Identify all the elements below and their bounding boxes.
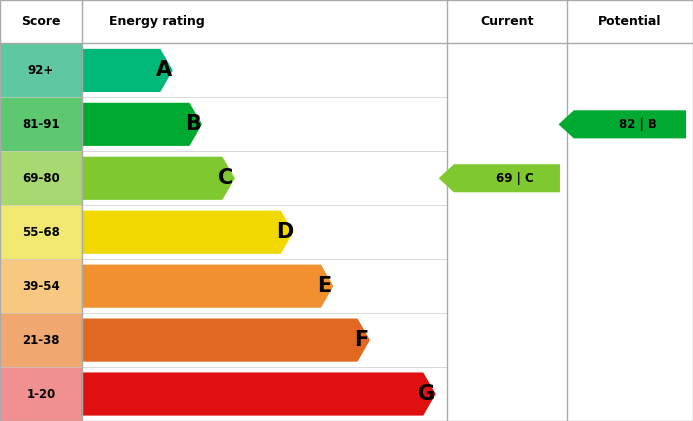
Text: Score: Score: [21, 15, 60, 28]
Text: C: C: [218, 168, 234, 188]
Text: Current: Current: [480, 15, 534, 28]
Bar: [0, 313, 82, 367]
Bar: [0, 0, 693, 43]
Bar: [0, 259, 82, 313]
Text: 92+: 92+: [28, 64, 54, 77]
Text: 69 | C: 69 | C: [495, 172, 534, 185]
Text: F: F: [354, 330, 368, 350]
Text: 69-80: 69-80: [22, 172, 60, 185]
Polygon shape: [559, 110, 686, 139]
Text: 55-68: 55-68: [22, 226, 60, 239]
Polygon shape: [439, 164, 560, 192]
Text: Potential: Potential: [598, 15, 662, 28]
Text: G: G: [418, 384, 435, 404]
Polygon shape: [82, 319, 370, 362]
Text: E: E: [317, 276, 331, 296]
Text: Energy rating: Energy rating: [109, 15, 205, 28]
Text: 21-38: 21-38: [22, 333, 60, 346]
Polygon shape: [82, 157, 235, 200]
Bar: [0, 43, 82, 97]
Text: D: D: [276, 222, 293, 242]
Text: 1-20: 1-20: [26, 387, 55, 400]
Text: B: B: [185, 115, 201, 134]
Polygon shape: [82, 103, 202, 146]
Text: 39-54: 39-54: [22, 280, 60, 293]
Bar: [0, 97, 82, 151]
Text: A: A: [156, 60, 172, 80]
Bar: [0, 367, 82, 421]
Polygon shape: [82, 210, 293, 254]
Polygon shape: [82, 49, 173, 92]
Polygon shape: [82, 373, 436, 416]
Polygon shape: [82, 264, 333, 308]
Text: 81-91: 81-91: [22, 118, 60, 131]
Bar: [0, 205, 82, 259]
Text: 82 | B: 82 | B: [619, 118, 656, 131]
Bar: [0, 151, 82, 205]
